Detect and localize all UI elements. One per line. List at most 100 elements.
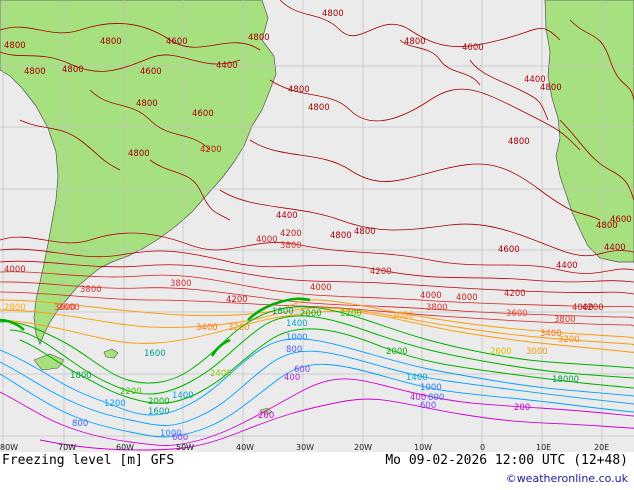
- contour-label: 2200: [120, 387, 142, 397]
- contour-label: 3600: [54, 303, 76, 313]
- contour-label: 600: [172, 433, 188, 443]
- contour-label: 4800: [322, 9, 344, 19]
- contour-label: 4000: [310, 283, 332, 293]
- contour-label: 4800: [508, 137, 530, 147]
- contour-label: 4400: [604, 243, 626, 253]
- contour-label: 4400: [524, 75, 546, 85]
- contour-label: 2000: [386, 347, 408, 357]
- contours-3400-2800: [0, 299, 634, 353]
- contour-label: 3800: [280, 241, 302, 251]
- contour-label: 4800: [62, 65, 84, 75]
- contour-label: 800: [428, 393, 444, 403]
- contour-label: 1200: [104, 399, 126, 409]
- contour-label: 4800: [24, 67, 46, 77]
- longitude-label: 60W: [116, 443, 134, 452]
- contour-label: 3600: [58, 303, 80, 313]
- contour-label: 3000: [392, 311, 414, 321]
- contour-label: 2600: [490, 347, 512, 357]
- contour-label: 4600: [140, 67, 162, 77]
- contour-label: 4600: [192, 109, 214, 119]
- contours-1400-800: [0, 338, 634, 438]
- contour-label: 1400: [286, 319, 308, 329]
- contour-label: 3400: [540, 329, 562, 339]
- contours-4400-4200: [0, 232, 634, 295]
- longitude-label: 40W: [236, 443, 254, 452]
- contour-label: 1000: [286, 333, 308, 343]
- contour-label: 3600: [506, 309, 528, 319]
- contour-label: 2800: [4, 303, 26, 313]
- longitude-label: 20W: [354, 443, 372, 452]
- contour-label: 4400: [276, 211, 298, 221]
- contour-label: 1600: [148, 407, 170, 417]
- contour-label: 3200: [228, 323, 250, 333]
- contour-label: 4800: [540, 83, 562, 93]
- contour-label: 400: [284, 373, 300, 383]
- contour-label: 1000: [160, 429, 182, 439]
- contour-label: 1800: [70, 371, 92, 381]
- contour-label: 200: [258, 411, 274, 421]
- contour-label: 4800: [330, 231, 352, 241]
- longitude-label: 0: [480, 443, 485, 452]
- contour-label: 4800: [288, 85, 310, 95]
- contour-label: 4200: [370, 267, 392, 277]
- contour-label: 4200: [504, 289, 526, 299]
- contour-label: 3800: [80, 285, 102, 295]
- copyright-link[interactable]: ©weatheronline.co.uk: [505, 472, 628, 485]
- contour-label: 1400: [172, 391, 194, 401]
- contour-label: 4600: [462, 43, 484, 53]
- contour-label: 2000: [148, 397, 170, 407]
- contour-label: 4800: [354, 227, 376, 237]
- contour-label: 800: [72, 419, 88, 429]
- contour-label: 2200: [340, 309, 362, 319]
- footer-bar: [0, 452, 634, 490]
- contour-label: 1800: [272, 307, 294, 317]
- contour-label: 4800: [308, 103, 330, 113]
- falkland-islands: [103, 348, 119, 359]
- map-title: Freezing level [m] GFS: [2, 453, 175, 468]
- contour-label: 2000: [300, 309, 322, 319]
- contour-label: 4000: [256, 235, 278, 245]
- contour-label: 4800: [100, 37, 122, 47]
- contour-label: 4600: [610, 215, 632, 225]
- contour-label: 4200: [280, 229, 302, 239]
- contour-label: 600: [420, 401, 436, 411]
- contour-label: 4000: [4, 265, 26, 275]
- contour-label: 4800: [596, 221, 618, 231]
- contour-label: 3200: [558, 335, 580, 345]
- contour-label: 4000: [420, 291, 442, 301]
- contours-2400-1600: [0, 306, 634, 404]
- contour-label: 1600: [144, 349, 166, 359]
- longitude-label: 10W: [414, 443, 432, 452]
- contour-label: 4800: [248, 33, 270, 43]
- contour-2000-bold: [0, 297, 311, 357]
- contour-label: 4600: [498, 245, 520, 255]
- contour-label: 400: [410, 393, 426, 403]
- lat-lon-grid: [0, 0, 634, 452]
- longitude-label: 30W: [296, 443, 314, 452]
- contour-label: 2400: [210, 369, 232, 379]
- contour-label: 4800: [4, 41, 26, 51]
- contour-label: 1400: [406, 373, 428, 383]
- contours-600-400: [0, 378, 634, 451]
- longitude-label: 50W: [176, 443, 194, 452]
- contour-label: 4200: [200, 145, 222, 155]
- contour-label: 4400: [556, 261, 578, 271]
- contour-label: 4600: [166, 37, 188, 47]
- contour-label: 4800: [136, 99, 158, 109]
- contour-label: 4000: [572, 303, 594, 313]
- contour-label: 4200: [226, 295, 248, 305]
- contour-label: 3800: [426, 303, 448, 313]
- contours-4800: [0, 0, 634, 257]
- south-georgia: [259, 407, 273, 416]
- contour-label: 800: [286, 345, 302, 355]
- contour-label: 4800: [404, 37, 426, 47]
- contours-4000-3600: [0, 271, 634, 327]
- contour-label: 3800: [554, 315, 576, 325]
- contour-label: 3000: [526, 347, 548, 357]
- contour-label: 18000: [552, 375, 579, 385]
- longitude-label: 70W: [58, 443, 76, 452]
- contour-label: 4400: [216, 61, 238, 71]
